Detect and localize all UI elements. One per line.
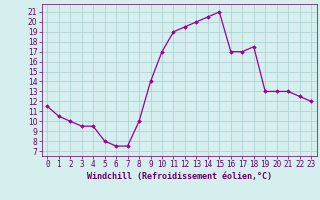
X-axis label: Windchill (Refroidissement éolien,°C): Windchill (Refroidissement éolien,°C) — [87, 172, 272, 181]
